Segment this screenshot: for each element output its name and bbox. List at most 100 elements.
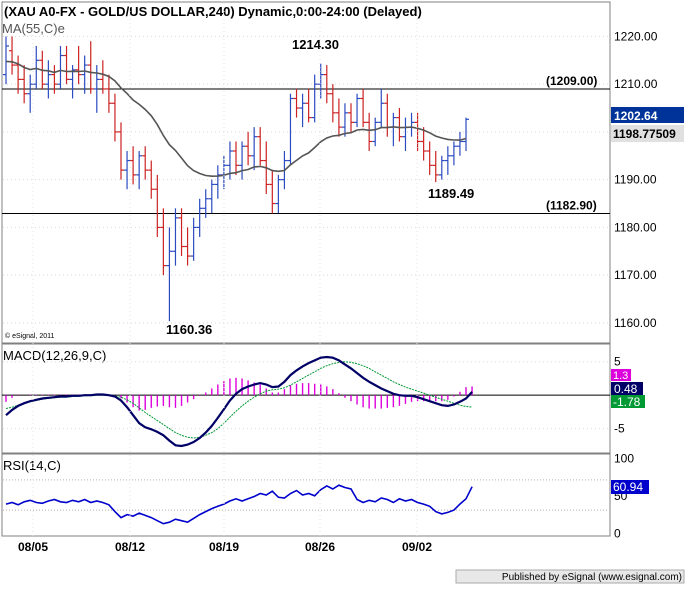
level-label: (1209.00) (546, 74, 597, 88)
price-bar (287, 93, 294, 166)
rsi-tag: 60.94 (613, 480, 643, 494)
price-bar (136, 151, 143, 190)
rsi-line (5, 484, 473, 525)
rsi-grid (3, 479, 609, 511)
price-bar (172, 208, 179, 266)
chart-title: (XAU A0-FX - GOLD/US DOLLAR,240) Dynamic… (4, 4, 422, 19)
price-bar (233, 141, 239, 175)
x-tick-label: 08/05 (18, 540, 48, 554)
price-bar (317, 63, 324, 99)
price-bar (323, 65, 330, 104)
price-bar (57, 45, 64, 89)
price-bar (360, 88, 367, 128)
price-bar (432, 151, 439, 183)
price-bar (414, 112, 421, 152)
price-bar (184, 227, 191, 266)
price-bar (269, 170, 276, 214)
price-bar (45, 60, 52, 99)
annotation-high: 1214.30 (292, 37, 339, 52)
price-bar (214, 165, 221, 199)
price-bar (99, 60, 106, 94)
price-grid (3, 35, 609, 324)
price-bar (311, 74, 318, 123)
rsi-tick-label: 100 (614, 451, 634, 465)
footer-text: Published by eSignal (www.esignal.com) (502, 572, 682, 583)
price-bar (341, 103, 348, 137)
macd-title: MACD(12,26,9,C) (3, 348, 106, 363)
price-bar (190, 217, 197, 261)
price-bar (239, 141, 246, 180)
annotation-swing-low: 1189.49 (428, 186, 474, 201)
price-bar (142, 146, 149, 180)
price-bar (15, 55, 22, 94)
price-bar (63, 45, 70, 85)
macd-signal-tag-box (611, 395, 645, 408)
rsi-panel-frame (1, 453, 611, 537)
price-bar (251, 127, 258, 171)
price-tick-label: 1210.00 (614, 77, 658, 91)
price-panel-frame (1, 1, 611, 344)
price-bar (51, 65, 58, 94)
macd-hist-tag: 1.3 (613, 370, 628, 382)
price-tick-label: 1160.00 (614, 316, 657, 330)
price-tag-box (611, 107, 684, 123)
copyright-note: © eSignal, 2011 (5, 332, 55, 340)
macd-value-tag-box (611, 382, 643, 395)
price-tick-label: 1170.00 (614, 268, 657, 282)
price-bar (396, 108, 403, 142)
price-tick-label: 1180.00 (614, 220, 657, 234)
ma-indicator-label: MA(55,C)e (2, 21, 65, 36)
ma-tag: 1198.77509 (613, 127, 676, 141)
price-bar (450, 141, 457, 166)
rsi-tag-box (611, 480, 649, 494)
price-bar (178, 208, 185, 257)
price-bar (33, 45, 40, 89)
price-bar (148, 160, 155, 199)
price-bar (81, 55, 88, 94)
x-tick-label: 08/12 (115, 540, 145, 554)
price-bar (166, 227, 173, 322)
price-bar (208, 179, 215, 214)
price-bar (9, 36, 16, 75)
price-bar (21, 65, 28, 104)
price-bar (75, 45, 82, 85)
macd-signal-tag: -1.78 (613, 395, 641, 409)
price-bar (456, 131, 463, 156)
price-bar (348, 103, 354, 132)
price-bar (293, 88, 300, 118)
price-bar (275, 174, 282, 214)
price-horizontal-lines: (1209.00) (1182.90) (2, 74, 610, 215)
price-bar (105, 74, 112, 113)
macd-line (5, 355, 473, 448)
price-tick-label: 1190.00 (614, 173, 657, 187)
price-bar (366, 112, 373, 152)
x-axis: 08/05 08/12 08/19 08/26 09/02 (18, 3, 432, 554)
x-tick-label: 09/02 (402, 540, 432, 554)
price-bar (438, 155, 445, 180)
price-tick-label: 1220.00 (614, 29, 658, 43)
price-bar (27, 74, 34, 113)
rsi-tick-label: 0 (614, 527, 621, 541)
price-bar (196, 198, 203, 237)
price-bar (202, 189, 209, 218)
x-tick-label: 08/26 (305, 540, 335, 554)
moving-average-line (5, 60, 467, 178)
price-bar (444, 146, 451, 175)
price-bar (154, 174, 161, 237)
footer-box (455, 569, 685, 584)
price-bar (354, 93, 361, 128)
price-bar (378, 88, 385, 128)
price-bar (329, 84, 336, 123)
price-bar (305, 88, 312, 123)
rsi-title: RSI(14,C) (3, 458, 61, 473)
price-bar (420, 127, 427, 161)
price-bar (130, 146, 137, 185)
price-bar (245, 131, 252, 166)
price-candles (3, 36, 469, 322)
macd-panel-frame (1, 343, 611, 454)
price-tag: 1202.64 (614, 109, 658, 123)
price-bar (426, 141, 433, 175)
macd-hist-tag-box (611, 369, 631, 381)
